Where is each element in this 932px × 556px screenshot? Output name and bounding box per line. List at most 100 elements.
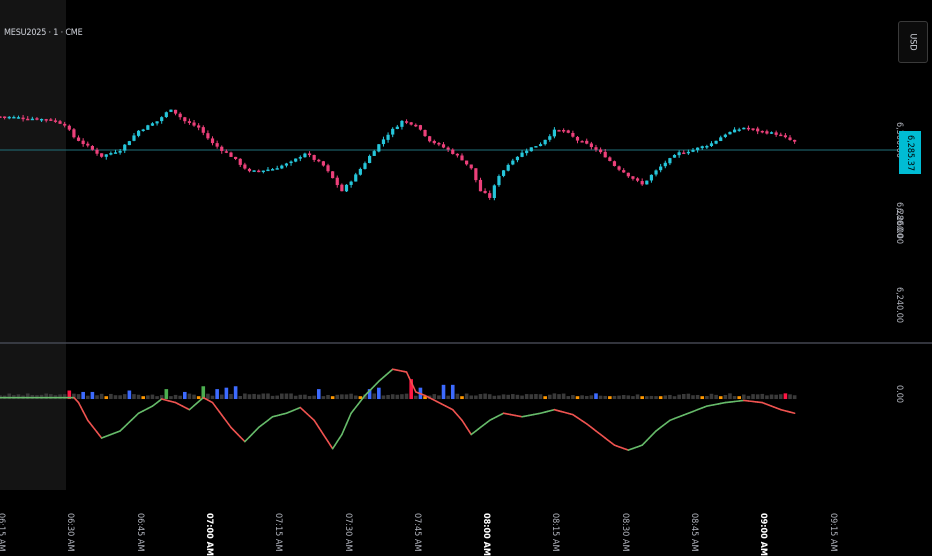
candle-body bbox=[8, 117, 11, 119]
histogram-bar bbox=[271, 396, 275, 399]
histogram-bar bbox=[169, 396, 173, 399]
candle-body bbox=[206, 133, 209, 138]
candle-body bbox=[303, 154, 306, 158]
time-label: 06:15 AM bbox=[0, 513, 6, 551]
candle-body bbox=[520, 153, 523, 157]
candle-body bbox=[340, 185, 343, 192]
candle-body bbox=[91, 146, 94, 150]
symbol-legend[interactable]: MESU2025 · 1 · CME bbox=[4, 28, 83, 38]
histogram-bar bbox=[326, 395, 330, 399]
histogram-bar bbox=[710, 394, 714, 399]
candle-body bbox=[386, 135, 389, 140]
histogram-bar bbox=[483, 394, 487, 399]
candle-body bbox=[211, 138, 214, 143]
oscillator-segment bbox=[349, 413, 351, 418]
candle-body bbox=[137, 131, 140, 136]
candle-body bbox=[100, 153, 103, 156]
histogram-bar bbox=[733, 396, 737, 399]
price-label: 6,260.00 bbox=[894, 208, 904, 244]
histogram-bar bbox=[165, 389, 169, 399]
candle-body bbox=[590, 143, 593, 147]
histogram-bar bbox=[663, 395, 667, 399]
candle-body bbox=[22, 118, 25, 120]
candle-body bbox=[183, 117, 186, 121]
candle-body bbox=[534, 146, 537, 148]
histogram-bar bbox=[659, 396, 663, 399]
histogram-bar bbox=[331, 396, 335, 399]
candle-body bbox=[793, 140, 796, 142]
candle-body bbox=[49, 119, 52, 121]
histogram-bar bbox=[451, 385, 455, 399]
candle-body bbox=[433, 141, 436, 143]
histogram-bar bbox=[211, 396, 215, 399]
candle-body bbox=[229, 153, 232, 157]
candle-body bbox=[280, 166, 283, 169]
time-label: 07:15 AM bbox=[273, 513, 283, 551]
candle-body bbox=[17, 117, 20, 119]
candle-body bbox=[350, 182, 353, 185]
candle-body bbox=[470, 165, 473, 169]
histogram-bar bbox=[414, 396, 418, 399]
candle-body bbox=[636, 178, 639, 180]
candle-body bbox=[678, 152, 681, 155]
histogram-bar bbox=[566, 396, 570, 399]
histogram-bar bbox=[539, 394, 543, 399]
candle-body bbox=[271, 169, 274, 171]
histogram-bar bbox=[109, 394, 113, 399]
candle-body bbox=[581, 141, 584, 143]
candle-body bbox=[128, 141, 131, 145]
histogram-bar bbox=[81, 392, 85, 399]
histogram-bar bbox=[123, 394, 127, 399]
histogram-bar bbox=[696, 395, 700, 399]
histogram-bar bbox=[132, 394, 136, 399]
candle-body bbox=[31, 119, 34, 121]
histogram-bar bbox=[543, 396, 547, 399]
candle-body bbox=[105, 154, 108, 156]
histogram-bar bbox=[446, 396, 450, 399]
histogram-bar bbox=[677, 395, 681, 399]
histogram-bar bbox=[137, 395, 141, 399]
histogram-bar bbox=[456, 394, 460, 399]
oscillator-segment bbox=[409, 377, 411, 382]
candle-body bbox=[751, 128, 754, 130]
histogram-bar bbox=[77, 394, 81, 399]
time-label: 06:45 AM bbox=[135, 513, 145, 551]
candle-body bbox=[373, 151, 376, 156]
histogram-bar bbox=[793, 395, 797, 399]
candle-body bbox=[377, 144, 380, 151]
histogram-bar bbox=[636, 394, 640, 399]
candle-body bbox=[502, 170, 505, 176]
candle-body bbox=[437, 143, 440, 145]
candle-body bbox=[668, 158, 671, 163]
candle-body bbox=[299, 157, 302, 159]
histogram-bar bbox=[243, 394, 247, 400]
histogram-bar bbox=[580, 395, 584, 399]
histogram-bar bbox=[714, 395, 718, 399]
candle-body bbox=[608, 157, 611, 161]
candle-body bbox=[571, 133, 574, 137]
candle-body bbox=[345, 185, 348, 192]
candle-body bbox=[410, 122, 413, 124]
histogram-bar bbox=[474, 395, 478, 399]
histogram-bar bbox=[530, 394, 534, 399]
candle-body bbox=[45, 119, 48, 121]
candle-body bbox=[738, 129, 741, 131]
candle-body bbox=[419, 125, 422, 130]
candle-body bbox=[715, 141, 718, 144]
candle-body bbox=[257, 171, 260, 173]
histogram-bar bbox=[497, 395, 501, 399]
candle-body bbox=[710, 143, 713, 146]
candle-body bbox=[0, 116, 2, 118]
histogram-bar bbox=[206, 394, 210, 399]
histogram-bar bbox=[312, 396, 316, 399]
histogram-bar bbox=[183, 392, 187, 399]
currency-button[interactable]: USD bbox=[898, 21, 928, 63]
candle-body bbox=[659, 167, 662, 171]
candle-body bbox=[253, 170, 256, 172]
histogram-bar bbox=[95, 395, 99, 399]
histogram-bar bbox=[784, 393, 788, 399]
candle-body bbox=[553, 130, 556, 137]
candle-body bbox=[197, 125, 200, 127]
